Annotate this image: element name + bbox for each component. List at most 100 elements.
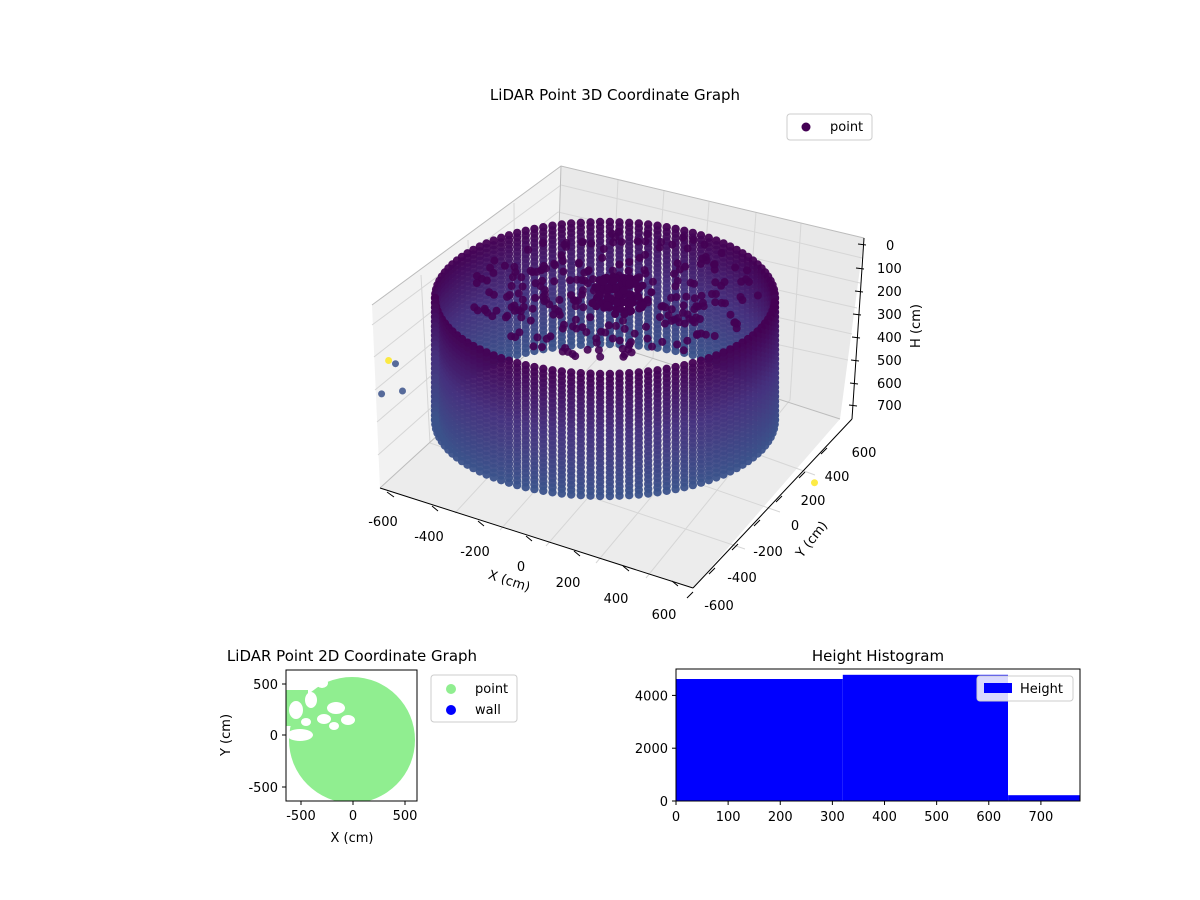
x-tick-label: 500 [393,809,418,824]
point-3d [609,277,618,285]
point-3d [717,298,726,307]
point-3d [667,305,676,314]
point-3d [638,301,647,310]
point-3d [683,244,692,253]
y-tick-label: -600 [704,599,734,614]
point-3d [615,491,624,500]
point-3d [615,260,624,269]
point-3d [583,279,592,288]
point-3d [625,258,634,266]
y-tick-label: 200 [801,494,826,509]
point-3d [641,237,650,246]
point-3d [720,278,729,286]
point-3d [480,304,489,313]
point-3d [539,239,547,248]
point-3d [489,473,498,482]
histogram-x-ticks: 0 100 200 300 400 500 600 700 [672,801,1053,825]
point-3d [430,415,440,425]
point-3d [549,310,558,319]
point-3d [574,258,583,267]
z-tick-label: 0 [886,239,894,254]
point-3d [668,240,677,249]
point-3d [542,334,551,343]
x-tick-label: -200 [460,545,490,560]
chart-2d-title: LiDAR Point 2D Coordinate Graph [227,647,477,665]
point-3d [635,253,644,262]
point-3d [505,291,514,299]
point-3d [521,348,530,357]
point-3d [627,306,636,315]
z-tick-label: 100 [877,262,902,277]
point-3d [731,263,740,272]
point-3d [524,245,533,254]
point-3d [695,315,704,323]
point-3d [690,294,699,303]
point-3d [565,276,574,285]
point-3d [558,257,567,265]
point-3d [640,266,649,275]
point-3d [675,265,684,274]
y-tick-label: 4000 [635,689,668,704]
point-3d [630,329,639,338]
point-3d [614,227,623,236]
point-3d [700,240,709,249]
z-tick-label: 600 [877,377,902,392]
point-3d-outlier [811,479,818,487]
x-tick-label: 500 [924,810,949,825]
point-3d [576,340,585,349]
legend-2d-marker-wall [446,705,456,715]
x-tick-label: 400 [604,592,629,607]
point-3d [500,261,509,270]
point-3d [692,302,701,311]
point-3d [507,282,516,290]
point-3d [548,343,557,352]
y-tick-label: -400 [727,571,757,586]
point-cloud-ceiling [470,227,762,361]
point-3d [679,346,688,355]
point-3d [501,313,510,322]
y-tick-label: 2000 [635,742,668,757]
point-3d [710,332,719,340]
histogram-y-ticks: 0 2000 4000 [635,689,676,810]
point-3d [586,313,595,322]
point-3d [696,478,706,487]
z-ticks-3d: 0 100 200 300 400 500 600 700 [848,239,902,414]
point-3d [608,334,617,343]
point-3d [555,295,564,304]
point-3d [634,292,643,301]
point-3d [567,341,576,350]
point-3d [708,290,716,298]
point-3d [717,249,726,257]
legend-2d: point wall [430,674,518,723]
point-3d [662,345,671,354]
z-axis-line-3d [851,237,865,420]
point-3d [594,346,603,355]
point-3d [528,304,537,313]
point-3d [550,259,559,268]
histogram-bar [1008,795,1080,801]
point-3d-outlier [378,390,386,398]
point-3d [671,484,680,494]
histogram-frame [675,668,1081,802]
point-3d [513,350,522,360]
point-3d [588,299,597,308]
point-3d [578,238,587,247]
legend-3d-label: point [830,120,863,135]
point-3d [671,346,680,356]
point-3d [689,235,698,244]
x-axis-line-3d [379,487,694,589]
point-3d [644,489,653,498]
histogram-bar [676,679,843,801]
point-3d [658,302,667,310]
point-3d [647,288,656,297]
point-3d [620,310,629,319]
point-3d [688,350,697,360]
point-3d [619,286,628,295]
point-3d [710,260,719,269]
point-3d [624,266,633,275]
point-3d [472,279,481,287]
point-3d [688,480,697,490]
point-3d-outlier [385,357,393,364]
x-ticks-2d: -500 0 500 [286,801,417,824]
point-3d [571,352,580,361]
